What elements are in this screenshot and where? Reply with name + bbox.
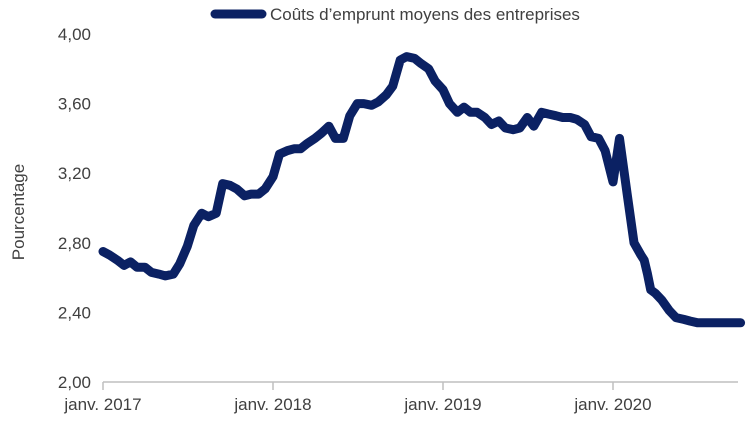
x-tick-label: janv. 2020 bbox=[573, 395, 651, 414]
plot-area bbox=[98, 52, 746, 328]
series-line bbox=[98, 52, 746, 328]
y-axis-title: Pourcentage bbox=[9, 164, 28, 260]
y-tick-label: 2,00 bbox=[58, 373, 91, 392]
legend: Coûts d’emprunt moyens des entreprises bbox=[210, 5, 580, 24]
y-tick-label: 3,60 bbox=[58, 95, 91, 114]
x-axis: janv. 2017 janv. 2018 janv. 2019 janv. 2020 bbox=[63, 381, 738, 414]
y-tick-label: 4,00 bbox=[58, 25, 91, 44]
legend-label: Coûts d’emprunt moyens des entreprises bbox=[270, 5, 580, 24]
x-tick-label: janv. 2018 bbox=[233, 395, 311, 414]
y-tick-label: 2,40 bbox=[58, 303, 91, 322]
y-tick-label: 2,80 bbox=[58, 234, 91, 253]
x-tick-label: janv. 2017 bbox=[63, 395, 141, 414]
x-tick-label: janv. 2019 bbox=[403, 395, 481, 414]
y-axis-ticks: 2,00 2,40 2,80 3,20 3,60 4,00 bbox=[58, 25, 91, 392]
y-tick-label: 3,20 bbox=[58, 164, 91, 183]
